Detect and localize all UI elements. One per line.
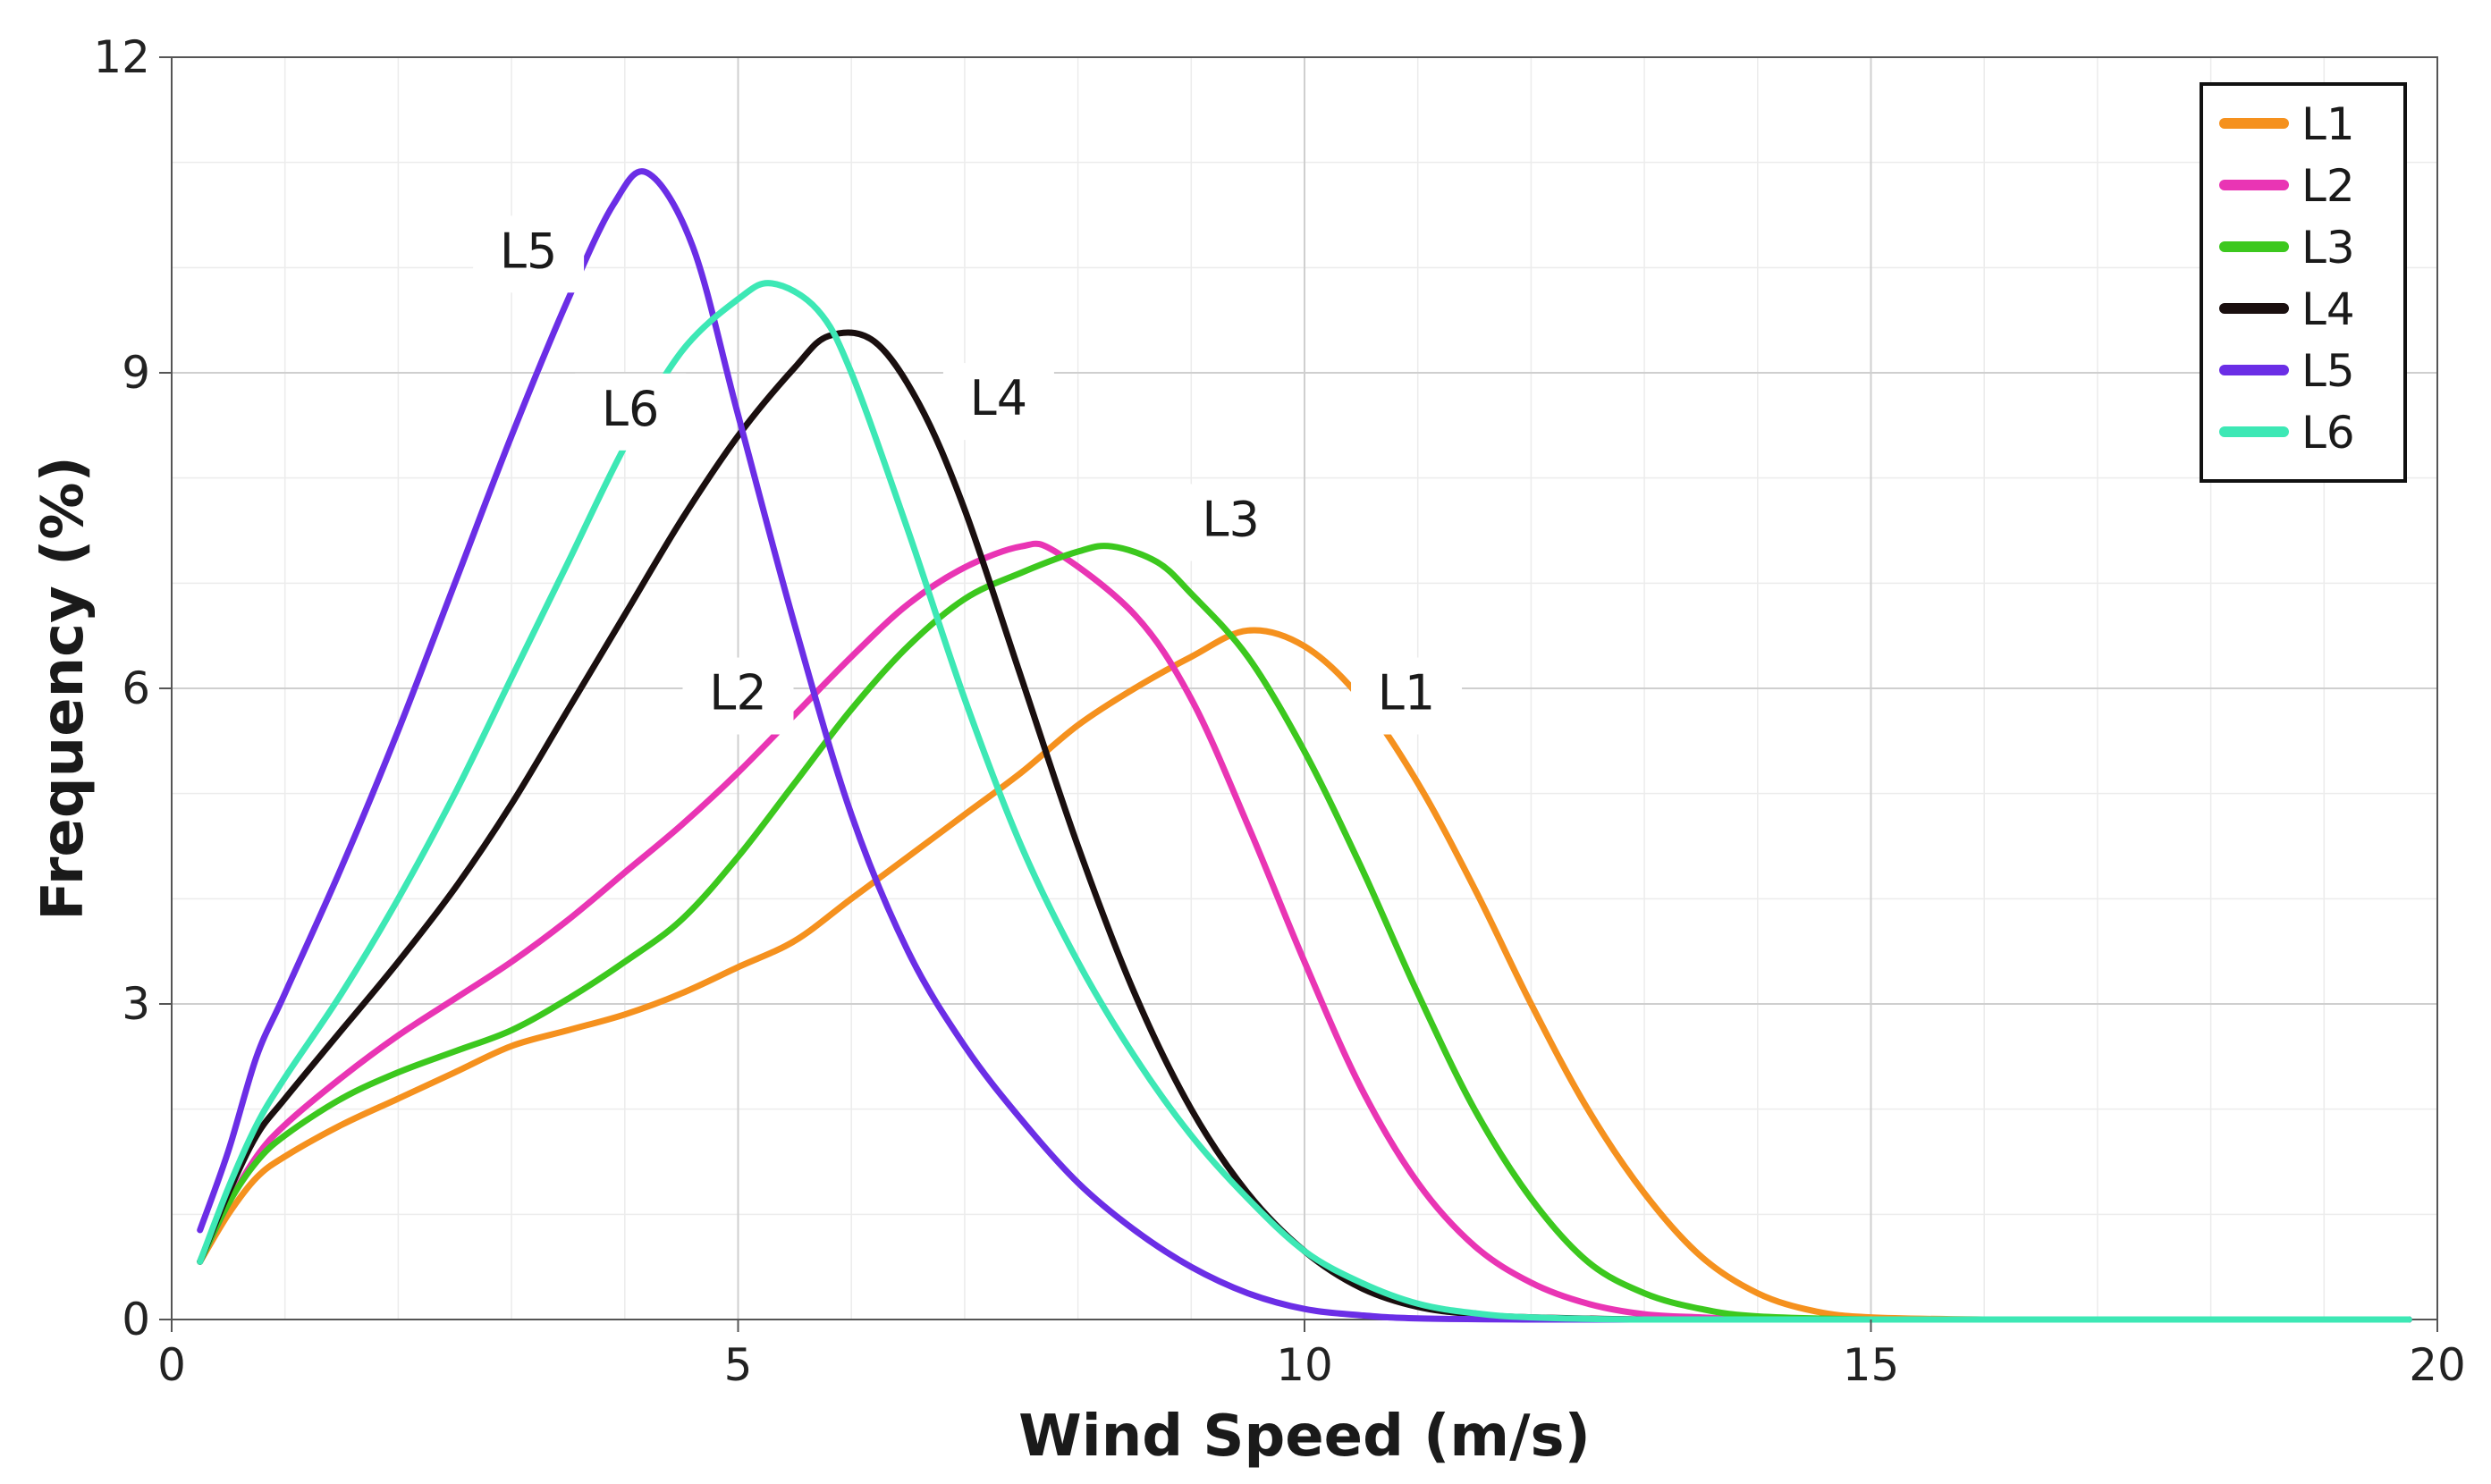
x-tick-label: 0 <box>157 1339 186 1391</box>
legend-box <box>2200 82 2407 483</box>
legend-label-l4: L4 <box>2301 283 2355 335</box>
legend-label-l1: L1 <box>2301 98 2355 150</box>
x-tick-label: 10 <box>1276 1339 1333 1391</box>
curve-label-background <box>682 657 794 735</box>
x-tick-label: 5 <box>724 1339 753 1391</box>
y-tick-label: 9 <box>122 347 150 399</box>
curve-label-layer: L1 L2 L3 L4 L5 L6 <box>473 215 1463 735</box>
curve-label-background <box>575 373 687 451</box>
curve-label-background <box>1351 657 1463 735</box>
series-line-l3 <box>197 543 2412 1323</box>
legend-label-l5: L5 <box>2301 345 2355 397</box>
curve-label-l4: L4 <box>970 370 1027 426</box>
chart-legend: L1 L2 L3 L4 L5 L6 <box>2200 82 2407 483</box>
series-layer <box>197 168 2412 1323</box>
curve-label-l1: L1 <box>1378 665 1435 721</box>
legend-label-l6: L6 <box>2301 407 2355 459</box>
curve-label-background <box>942 363 1054 441</box>
y-axis-title: Frequency (%) <box>30 456 97 921</box>
y-axis-ticks: 0 3 6 9 12 <box>93 31 172 1345</box>
x-tick-label: 20 <box>2409 1339 2466 1391</box>
x-axis-ticks: 0 5 10 15 20 <box>157 1320 2466 1391</box>
curve-label-l5: L5 <box>500 223 557 279</box>
series-line-l6 <box>197 280 2412 1323</box>
curve-label-l6: L6 <box>602 381 659 437</box>
legend-label-l3: L3 <box>2301 222 2355 274</box>
y-tick-label: 3 <box>122 978 150 1030</box>
legend-label-l2: L2 <box>2301 160 2355 212</box>
x-axis-title: Wind Speed (m/s) <box>1018 1404 1591 1470</box>
y-tick-label: 0 <box>122 1294 150 1345</box>
curve-label-l2: L2 <box>709 665 766 721</box>
curve-label-background <box>1175 484 1287 561</box>
y-tick-label: 6 <box>122 662 150 714</box>
y-tick-label: 12 <box>93 31 150 83</box>
x-tick-label: 15 <box>1843 1339 1900 1391</box>
curve-label-background <box>473 215 585 293</box>
curve-label-l3: L3 <box>1202 491 1259 547</box>
